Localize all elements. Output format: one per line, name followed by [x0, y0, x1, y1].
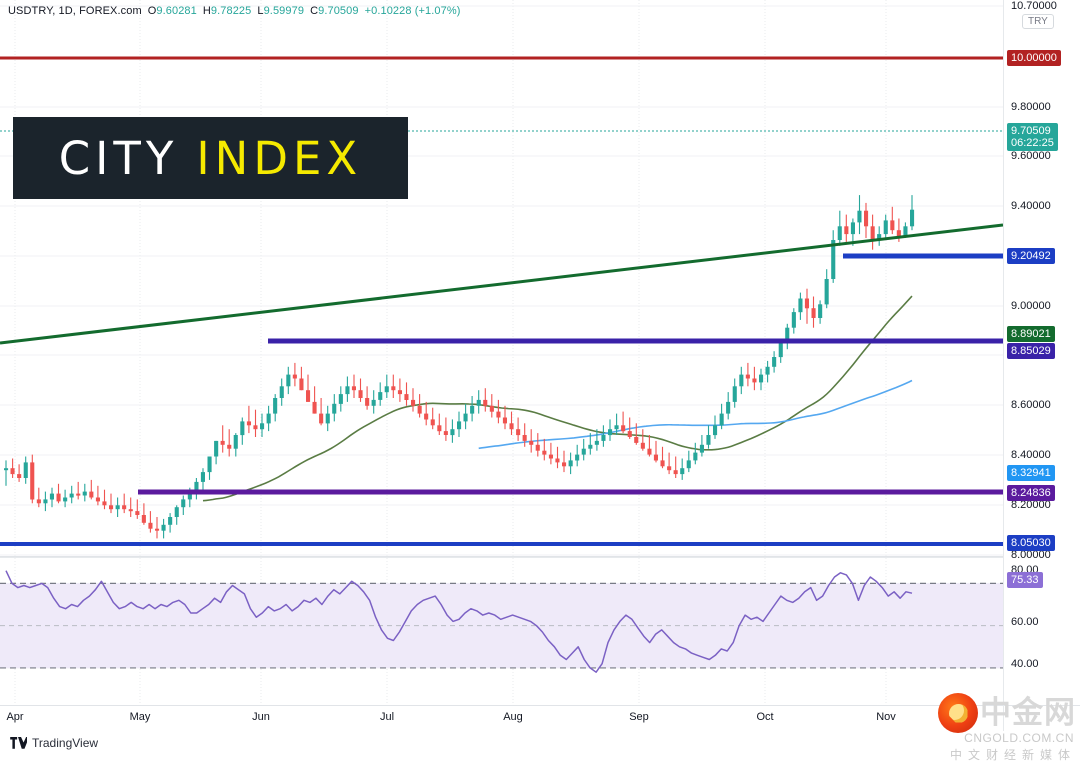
rsi-tick: 40.00	[1011, 658, 1039, 670]
price-badge-value: 9.70509	[1011, 125, 1051, 137]
price-badge-value: 8.85029	[1011, 345, 1051, 357]
legend-close-key: C	[310, 5, 319, 17]
price-tick: 9.00000	[1011, 300, 1051, 312]
time-tick: Nov	[876, 711, 896, 723]
price-badge-value: 8.05030	[1011, 537, 1051, 549]
time-tick: Apr	[6, 711, 24, 723]
watermark-top-row: 中金网	[938, 693, 1076, 733]
rsi-band-fill	[0, 583, 1003, 668]
legend-open: O9.60281	[148, 5, 197, 17]
price-badge[interactable]: 8.05030	[1007, 535, 1055, 551]
time-tick: Jul	[379, 711, 395, 723]
price-tick: 9.60000	[1011, 150, 1051, 162]
city-index-word-city: CITY	[58, 131, 179, 185]
rsi-line	[5, 570, 913, 673]
tradingview-label: TradingView	[32, 736, 99, 750]
price-tick: 8.00000	[1011, 549, 1051, 561]
legend-high: H9.78225	[203, 5, 252, 17]
time-axis[interactable]: Apr May Jun Jul Aug Sep Oct Nov	[0, 705, 1003, 731]
price-badge-value: 10.00000	[1011, 52, 1057, 64]
price-badge-countdown: 06:22:25	[1011, 137, 1054, 149]
price-badge-value: 8.32941	[1011, 467, 1051, 479]
price-grid	[0, 0, 1003, 556]
price-badge-value: 9.20492	[1011, 250, 1051, 262]
legend-high-key: H	[202, 5, 211, 17]
time-tick: Aug	[503, 711, 523, 723]
watermark-url: CNGOLD.COM.CN	[964, 731, 1074, 745]
time-tick: Sep	[629, 711, 649, 723]
price-pane[interactable]	[0, 0, 1003, 556]
legend-symbol[interactable]: USDTRY, 1D, FOREX.com	[8, 5, 142, 17]
rsi-tick: 60.00	[1011, 616, 1039, 628]
price-badge[interactable]: 9.70509 06:22:25	[1007, 123, 1058, 151]
legend-low-value: 9.59979	[263, 5, 305, 17]
legend-close-value: 9.70509	[318, 5, 359, 17]
price-axis[interactable]: TRY 10.70000 10.00000 9.80000 9.60000 9.4000…	[1003, 0, 1080, 705]
time-tick: Jun	[252, 711, 270, 723]
watermark-tagline: 中文财经新媒体	[949, 748, 1076, 762]
currency-chip: TRY	[1022, 14, 1054, 29]
price-badge[interactable]: 8.85029	[1007, 343, 1055, 359]
pane-separator	[0, 556, 1003, 557]
price-badge-value: 8.89021	[1011, 328, 1051, 340]
price-badge[interactable]: 8.32941	[1007, 465, 1055, 481]
time-tick: Oct	[756, 711, 774, 723]
price-tick: 8.20000	[1011, 499, 1051, 511]
moving-averages	[202, 295, 913, 502]
legend-open-value: 9.60281	[156, 5, 197, 17]
rsi-band-bounds	[0, 582, 1003, 669]
price-badge[interactable]: 9.20492	[1007, 248, 1055, 264]
price-badge[interactable]: 8.89021	[1007, 326, 1055, 342]
price-tick: 8.60000	[1011, 399, 1051, 411]
price-badge[interactable]: 10.00000	[1007, 50, 1061, 66]
tradingview-mark-icon	[10, 737, 27, 749]
cngold-flame-icon	[938, 693, 978, 733]
price-badge[interactable]: 75.33	[1007, 572, 1043, 588]
price-badge-value: 8.24836	[1011, 487, 1051, 499]
legend-open-key: O	[147, 5, 157, 17]
price-badge[interactable]: 8.24836	[1007, 485, 1055, 501]
price-tick: 8.40000	[1011, 449, 1051, 461]
price-level-drawings[interactable]	[0, 56, 1003, 546]
rsi-pane[interactable]	[0, 557, 1003, 706]
price-chart-canvas	[0, 0, 1003, 556]
price-tick: 9.40000	[1011, 200, 1051, 212]
candlestick-series	[4, 195, 915, 539]
price-tick: 9.80000	[1011, 101, 1051, 113]
watermark-cn-name: 中金网	[980, 694, 1076, 731]
chart-legend: USDTRY, 1D, FOREX.com O9.60281 H9.78225 …	[8, 3, 460, 19]
legend-low-key: L	[257, 5, 264, 17]
legend-high-value: 9.78225	[210, 5, 252, 17]
city-index-logo: CITY INDEX	[13, 117, 408, 199]
cngold-watermark: 中金网 CNGOLD.COM.CN 中文财经新媒体	[938, 693, 1076, 763]
time-tick: May	[129, 711, 151, 723]
tradingview-logo[interactable]: TradingView	[10, 736, 98, 750]
price-badge-value: 75.33	[1011, 574, 1039, 586]
legend-close: C9.70509	[310, 5, 359, 17]
legend-low: L9.59979	[257, 5, 304, 17]
price-tick: 10.70000	[1011, 0, 1057, 12]
axis-corner	[1003, 705, 1080, 731]
legend-change: +0.10228 (+1.07%)	[364, 5, 461, 17]
city-index-word-index: INDEX	[196, 131, 363, 185]
rsi-chart-canvas	[0, 558, 1003, 706]
